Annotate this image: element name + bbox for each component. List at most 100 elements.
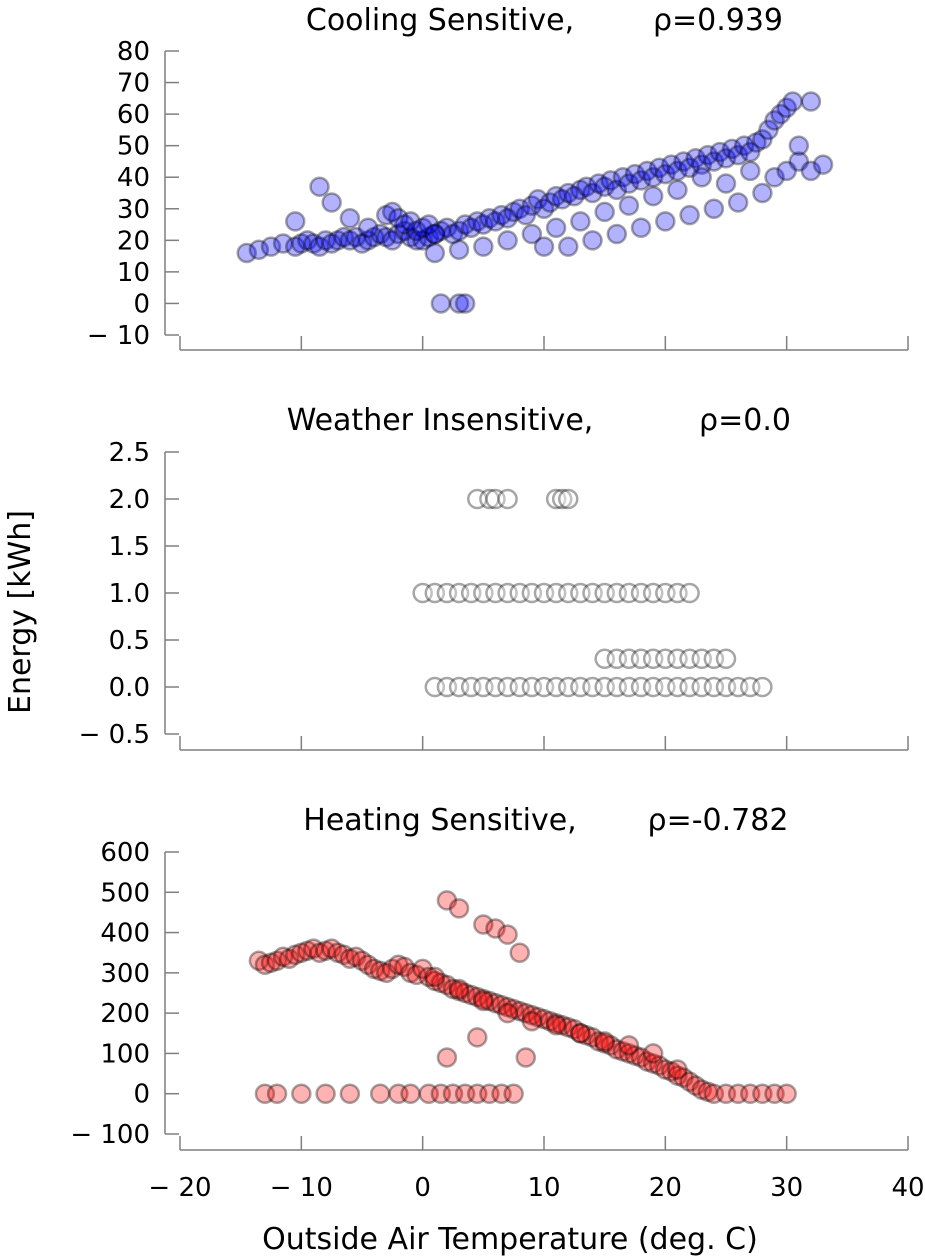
data-point — [369, 960, 391, 982]
data-point — [497, 488, 518, 510]
data-point — [703, 198, 725, 220]
data-point — [473, 582, 494, 604]
data-point — [539, 1010, 561, 1032]
data-point — [630, 648, 652, 670]
data-point — [703, 1083, 725, 1104]
data-point — [424, 242, 446, 264]
data-point — [752, 1083, 773, 1104]
data-point — [570, 582, 591, 604]
data-point — [788, 151, 810, 172]
data-point — [515, 204, 537, 226]
data-point — [424, 223, 446, 245]
x-tick-label: 40 — [891, 1173, 924, 1203]
data-point — [460, 984, 482, 1006]
data-point — [600, 1035, 621, 1056]
data-point — [448, 293, 470, 314]
data-point — [661, 1061, 682, 1082]
rho-label: ρ=-0.782 — [648, 803, 789, 838]
data-point — [485, 211, 506, 232]
data-point — [460, 217, 482, 238]
data-point — [479, 1083, 500, 1104]
data-point — [733, 135, 755, 156]
data-point — [606, 676, 628, 698]
data-point — [618, 1035, 640, 1056]
data-point — [291, 942, 312, 963]
data-point — [473, 676, 494, 698]
data-point — [436, 582, 458, 604]
y-tick-label: − 100 — [70, 1120, 150, 1150]
data-point — [594, 176, 615, 197]
data-point — [297, 940, 318, 961]
x-tick-label: 20 — [649, 1173, 682, 1203]
y-tick-label: 1.5 — [109, 532, 150, 562]
data-point — [715, 148, 737, 169]
y-tick-label: 100 — [100, 1039, 150, 1069]
data-point — [436, 1047, 458, 1068]
data-point — [582, 230, 603, 251]
y-tick-label: − 10 — [87, 321, 150, 351]
data-point — [497, 1002, 518, 1024]
data-point — [424, 223, 446, 245]
data-point — [667, 1065, 688, 1086]
data-point — [339, 948, 361, 970]
data-point — [315, 1083, 336, 1104]
data-point — [327, 942, 348, 963]
data-point — [582, 582, 603, 604]
y-tick-label: 2.0 — [109, 485, 150, 515]
data-point — [448, 980, 470, 1002]
data-point — [655, 648, 676, 670]
data-point — [618, 676, 640, 698]
y-tick-label: 30 — [117, 195, 150, 225]
data-point — [412, 958, 433, 980]
data-point — [485, 918, 506, 939]
data-point — [679, 676, 700, 698]
data-point — [642, 1043, 664, 1064]
data-point — [406, 230, 427, 251]
data-point — [448, 676, 470, 698]
data-point — [436, 890, 458, 911]
data-point — [527, 189, 549, 210]
data-point — [582, 1027, 603, 1048]
data-point — [303, 233, 324, 254]
data-point — [412, 582, 433, 604]
data-point — [418, 214, 439, 235]
data-point — [764, 1083, 785, 1104]
data-point — [400, 962, 421, 984]
data-point — [558, 582, 579, 604]
panel-title: Heating Sensitive, — [303, 803, 576, 838]
data-point — [630, 217, 652, 238]
data-point — [509, 942, 530, 963]
data-point — [551, 189, 573, 210]
data-point — [691, 154, 712, 175]
data-point — [812, 154, 834, 175]
data-point — [406, 220, 427, 242]
data-point — [467, 1027, 488, 1048]
data-point — [369, 1083, 391, 1104]
y-tick-label: 0 — [133, 289, 150, 319]
data-point — [291, 233, 312, 254]
data-point — [642, 1053, 664, 1074]
data-point — [339, 1083, 361, 1104]
data-point — [570, 211, 591, 232]
data-point — [327, 230, 348, 251]
y-tick-label: 10 — [117, 258, 150, 288]
data-point — [685, 148, 706, 169]
y-tick-label: 40 — [117, 163, 150, 193]
data-point — [606, 179, 628, 201]
data-point — [485, 582, 506, 604]
y-tick-label: − 0.5 — [79, 720, 150, 750]
y-tick-label: 300 — [100, 959, 150, 989]
x-tick-label: 10 — [527, 1173, 560, 1203]
data-point — [479, 207, 500, 229]
data-point — [533, 236, 555, 257]
scatter-series — [412, 488, 773, 698]
data-point — [357, 230, 379, 251]
data-point — [649, 1055, 670, 1076]
data-point — [782, 91, 803, 112]
data-point — [442, 978, 464, 1000]
data-point — [260, 236, 282, 257]
data-point — [303, 938, 324, 959]
data-point — [485, 676, 506, 698]
data-point — [521, 195, 543, 216]
